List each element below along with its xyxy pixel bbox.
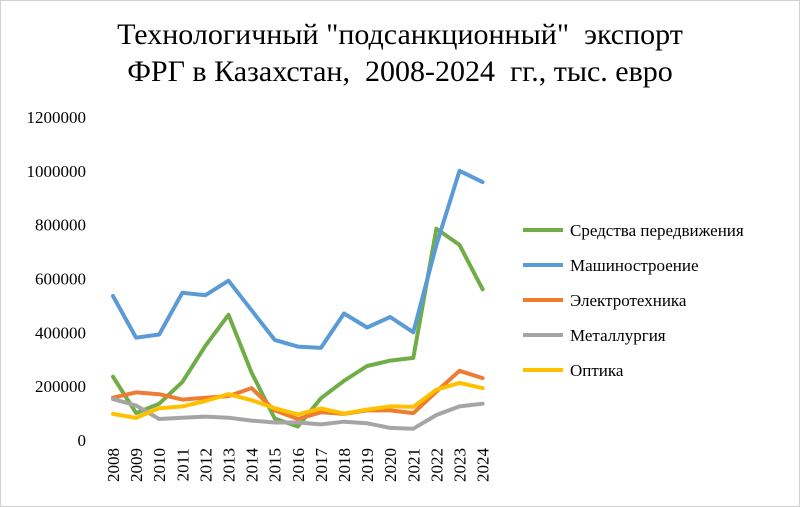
chart-title-line-1: Технологичный "подсанкционный" экспорт: [117, 18, 683, 51]
x-tick-label: 2023: [451, 448, 470, 482]
x-tick-label: 2020: [381, 448, 400, 482]
legend: Средства передвижения Машиностроение Элект…: [523, 221, 744, 380]
y-tick-label: 1000000: [27, 162, 87, 181]
x-tick-label: 2011: [173, 448, 192, 481]
x-tick-label: 2014: [243, 448, 262, 483]
x-tick-label: 2013: [220, 448, 239, 482]
y-axis: 0 200000 400000 600000 800000 1000000 1200000: [27, 108, 87, 450]
x-tick-label: 2009: [127, 448, 146, 482]
series-line: [111, 226, 485, 429]
series-line: [111, 397, 485, 431]
x-axis: 2008 2009 2010 2011 2012 2013 2014 2015 2016 2017…: [104, 447, 493, 482]
legend-label: Средства передвижения: [570, 221, 744, 240]
plot-area: [111, 168, 485, 431]
x-tick-label: 2008: [104, 448, 123, 482]
legend-label: Оптика: [570, 361, 624, 380]
y-tick-label: 0: [78, 431, 87, 450]
y-tick-label: 600000: [35, 270, 86, 289]
x-tick-label: 2021: [404, 448, 423, 482]
x-tick-label: 2019: [358, 448, 377, 482]
legend-label: Машиностроение: [570, 256, 699, 275]
x-tick-label: 2022: [427, 448, 446, 482]
y-tick-label: 200000: [35, 377, 86, 396]
series-line: [111, 368, 485, 421]
x-tick-label: 2016: [289, 448, 308, 482]
legend-label: Металлургия: [570, 326, 666, 345]
x-tick-label: 2024: [474, 447, 493, 482]
y-tick-label: 400000: [35, 323, 86, 342]
legend-label: Электротехника: [570, 291, 687, 310]
x-tick-label: 2012: [196, 448, 215, 482]
x-tick-label: 2015: [266, 448, 285, 482]
series-line: [111, 168, 485, 350]
chart-title: Технологичный "подсанкционный" экспорт Ф…: [0, 16, 800, 90]
y-tick-label: 1200000: [27, 108, 87, 127]
y-tick-label: 800000: [35, 216, 86, 235]
series-line: [111, 380, 485, 420]
x-tick-label: 2010: [150, 448, 169, 482]
chart-title-line-2: ФРГ в Казахстан, 2008-2024 гг., тыс. евр…: [127, 55, 673, 88]
x-tick-label: 2018: [335, 448, 354, 482]
x-tick-label: 2017: [312, 448, 331, 483]
